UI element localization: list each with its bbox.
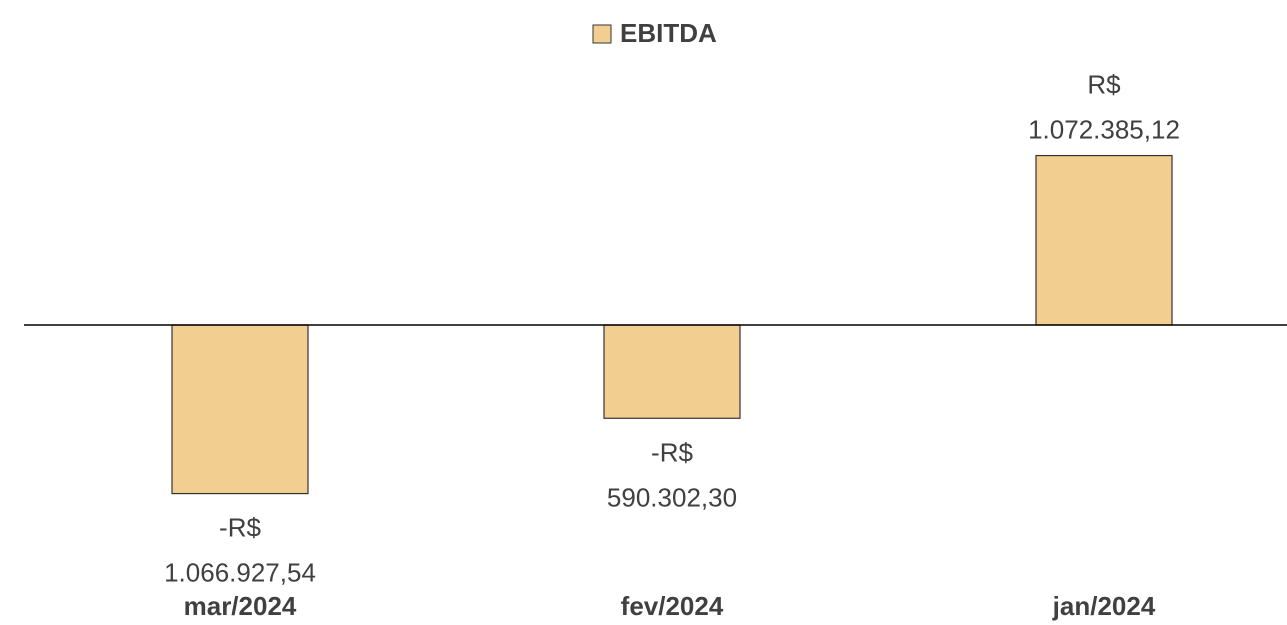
value-label: R$ 1.072.385,12: [1028, 69, 1180, 144]
value-label-line: R$: [1087, 69, 1121, 99]
legend-swatch: [592, 24, 612, 44]
x-tick-label: fev/2024: [621, 591, 724, 621]
bar: [1035, 154, 1173, 326]
value-label: -R$ 590.302,30: [607, 437, 737, 512]
value-label-line: -R$: [651, 437, 693, 467]
bar: [171, 324, 309, 495]
value-label-line: 590.302,30: [607, 482, 737, 512]
x-tick-label: mar/2024: [184, 591, 297, 621]
value-label-line: 1.072.385,12: [1028, 114, 1180, 144]
value-label-line: -R$: [219, 512, 261, 542]
value-label: -R$ 1.066.927,54: [164, 512, 316, 587]
x-tick-label: jan/2024: [1052, 591, 1156, 621]
bar: [603, 324, 741, 419]
value-label-line: 1.066.927,54: [164, 557, 316, 587]
legend-label: EBITDA: [620, 18, 717, 48]
